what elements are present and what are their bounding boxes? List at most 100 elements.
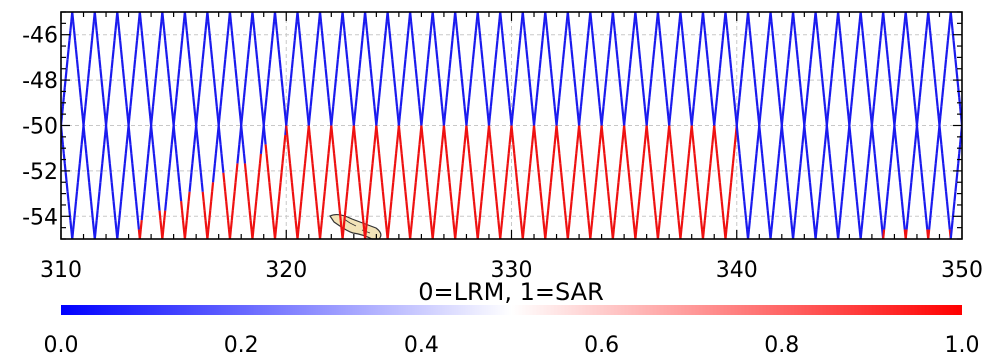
sar-track-segment (486, 134, 490, 145)
lrm-track-segment (317, 21, 321, 32)
lrm-track-segment (566, 12, 570, 22)
sar-track-segment (277, 191, 281, 202)
lrm-track-segment (627, 68, 631, 79)
lrm-track-segment (154, 172, 158, 183)
sar-track-segment (523, 210, 527, 221)
lrm-track-segment (215, 106, 219, 117)
lrm-track-segment (188, 182, 192, 192)
sar-track-segment (682, 201, 686, 211)
lrm-track-segment (281, 87, 285, 98)
sar-track-segment (327, 144, 331, 154)
lrm-track-segment (791, 229, 796, 239)
lrm-track-segment (860, 21, 864, 32)
lrm-track-segment (595, 78, 599, 88)
lrm-track-segment (398, 106, 402, 117)
lrm-track-segment (576, 106, 580, 117)
sar-track-segment (536, 163, 540, 173)
sar-track-segment (364, 219, 369, 230)
lrm-track-segment (441, 115, 446, 126)
lrm-track-segment (643, 106, 647, 117)
lrm-track-segment (794, 201, 798, 211)
lrm-track-segment (483, 78, 487, 88)
sar-track-segment (531, 134, 535, 145)
lrm-track-segment (688, 106, 692, 117)
lrm-track-segment (818, 191, 822, 202)
sar-track-segment (251, 229, 255, 239)
lrm-track-segment (833, 201, 837, 211)
sar-track-segment (470, 172, 474, 183)
sar-track-segment (709, 153, 713, 164)
sar-track-segment (291, 191, 295, 202)
lrm-track-segment (982, 97, 983, 106)
sar-track-segment (625, 153, 629, 164)
sar-track-segment (158, 210, 162, 221)
lrm-track-segment (417, 97, 421, 107)
lrm-track-segment (177, 68, 181, 79)
lrm-track-segment (741, 59, 745, 69)
lrm-track-segment (891, 106, 895, 117)
lrm-track-segment (117, 21, 121, 32)
sar-track-segment (439, 153, 443, 164)
lrm-track-segment (950, 21, 954, 32)
lrm-track-segment (598, 106, 602, 117)
lrm-track-segment (778, 106, 782, 117)
lrm-track-segment (853, 182, 858, 192)
sar-track-segment (444, 144, 448, 154)
lrm-track-segment (755, 144, 759, 154)
sar-track-segment (450, 201, 454, 211)
sar-track-segment (358, 182, 362, 192)
lrm-track-segment (120, 59, 125, 69)
lrm-track-segment (701, 12, 705, 22)
lrm-track-segment (819, 182, 823, 192)
lrm-track-segment (902, 21, 906, 32)
sar-track-segment (314, 191, 318, 202)
lrm-track-segment (760, 153, 765, 164)
sar-track-segment (440, 144, 444, 154)
sar-track-segment (445, 153, 449, 164)
lrm-track-segment (970, 40, 971, 49)
lrm-track-segment (651, 59, 655, 69)
lrm-track-segment (792, 219, 797, 230)
lrm-track-segment (802, 115, 806, 126)
sar-track-segment (245, 182, 249, 192)
sar-track-segment (714, 134, 718, 145)
lrm-track-segment (186, 40, 190, 50)
sar-track-segment (443, 134, 447, 145)
sar-track-segment (557, 144, 561, 154)
lrm-track-segment (579, 97, 583, 107)
sar-track-segment (624, 144, 629, 154)
lrm-track-segment (654, 21, 659, 32)
lrm-track-segment (83, 134, 87, 145)
lrm-track-segment (898, 68, 902, 79)
lrm-track-segment (894, 134, 898, 145)
sar-track-segment (722, 219, 726, 230)
lrm-track-segment (770, 21, 774, 32)
lrm-track-segment (169, 97, 173, 107)
lrm-track-segment (401, 78, 405, 88)
lrm-track-segment (463, 106, 467, 117)
lrm-track-segment (231, 40, 235, 50)
lrm-track-segment (132, 68, 136, 79)
lrm-track-segment (845, 144, 849, 154)
lrm-track-segment (509, 115, 513, 126)
lrm-track-segment (773, 191, 777, 202)
lrm-track-segment (936, 134, 940, 145)
lrm-track-segment (970, 201, 971, 210)
sar-track-segment (347, 172, 351, 183)
lrm-track-segment (759, 134, 763, 145)
sar-track-segment (373, 134, 377, 145)
lrm-track-segment (545, 21, 549, 32)
lrm-track-segment (89, 201, 94, 211)
lrm-track-segment (747, 21, 751, 32)
lrm-track-segment (338, 30, 342, 41)
lrm-track-segment (798, 78, 802, 88)
lrm-track-segment (308, 106, 312, 117)
sar-track-segment (462, 144, 466, 154)
lrm-track-segment (957, 87, 961, 98)
lrm-track-segment (567, 21, 571, 32)
colorbar-label: 0=LRM, 1=SAR (418, 278, 604, 306)
lrm-track-segment (86, 163, 90, 173)
lrm-track-segment (937, 115, 941, 126)
lrm-track-segment (553, 106, 557, 117)
lrm-track-segment (793, 210, 797, 221)
